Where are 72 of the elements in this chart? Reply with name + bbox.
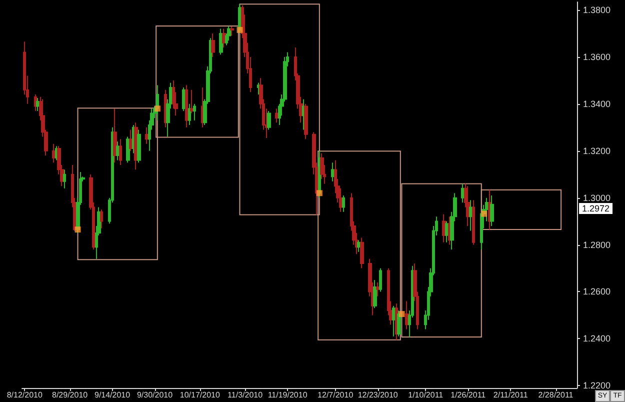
y-tick-label: 1.3200 [583,146,611,156]
candlestick [405,300,409,330]
candlestick [137,129,141,164]
candlestick [126,136,130,164]
y-tick-label: 1.3600 [583,52,611,62]
candlestick [490,194,494,226]
candlestick [113,108,117,164]
candlestick [392,305,396,337]
point [236,26,243,33]
x-tick-label: 11/3/2010 [228,390,264,400]
candlestick [320,152,324,180]
candlestick [188,103,191,126]
candlestick [129,129,133,152]
x-tick-label: 12/23/2010 [358,390,398,400]
candlestick [145,126,149,144]
y-tick-label: 1.3000 [583,192,611,203]
candlestick [469,200,473,232]
y-tick-label: 1.2600 [583,286,611,297]
candlestick [357,240,361,252]
candlestick [376,282,380,297]
y-tick-label: 1.3800 [583,4,611,15]
x-tick-label: 11/19/2010 [268,390,308,400]
candlestick [63,169,66,189]
x-tick-label: 9/14/2010 [94,390,131,400]
point [154,106,160,112]
candlestick [211,32,215,58]
candlestick [331,162,334,182]
x-tick-label: 10/17/2010 [180,390,220,400]
x-tick-label: 2/28/2011 [538,390,574,400]
y-tick-label: 1.2200 [583,380,611,391]
candlestick [257,82,260,96]
candlestick [472,200,475,246]
candlestick [397,310,401,337]
candlestick [466,186,470,226]
x-tick-label: 8/12/2010 [6,390,43,400]
candlestick [36,98,40,112]
point [316,190,322,196]
candlestick [227,25,231,42]
candlestick [302,98,305,130]
candlestick [373,279,377,309]
candlestick [193,103,196,121]
candlestick [342,194,345,212]
candlestick [304,103,308,140]
point [398,311,405,318]
x-tick-label: 9/30/2010 [136,390,174,400]
candlestick [379,268,382,292]
candlestick [442,214,446,243]
candlestick [185,84,188,128]
candlestick [219,28,223,56]
x-tick-label: 8/29/2010 [52,390,88,400]
y-tick-label: 1.3400 [583,98,611,109]
x-tick-label: 1/10/2011 [408,390,444,400]
candlestick [116,140,119,161]
candlestick [190,89,194,114]
candlestick [222,28,226,48]
x-tick-label: 1/26/2011 [450,390,486,400]
x-tick-label: 12/7/2010 [318,390,354,400]
y-tick-label: 1.2400 [583,334,611,344]
candlestick [275,108,279,124]
candlestick [360,237,364,269]
y-tick-label: 1.2800 [583,240,611,250]
text: 1.2972 [582,204,610,214]
candlestick [230,26,234,36]
candlestick [267,110,271,130]
candlestick [100,209,103,229]
candlestick [52,143,56,164]
x-tick-label: 2/11/2011 [493,390,528,400]
candlestick [201,86,204,128]
candlestick [34,94,37,112]
point [74,226,81,233]
point [481,210,488,217]
candlestick [119,138,122,166]
